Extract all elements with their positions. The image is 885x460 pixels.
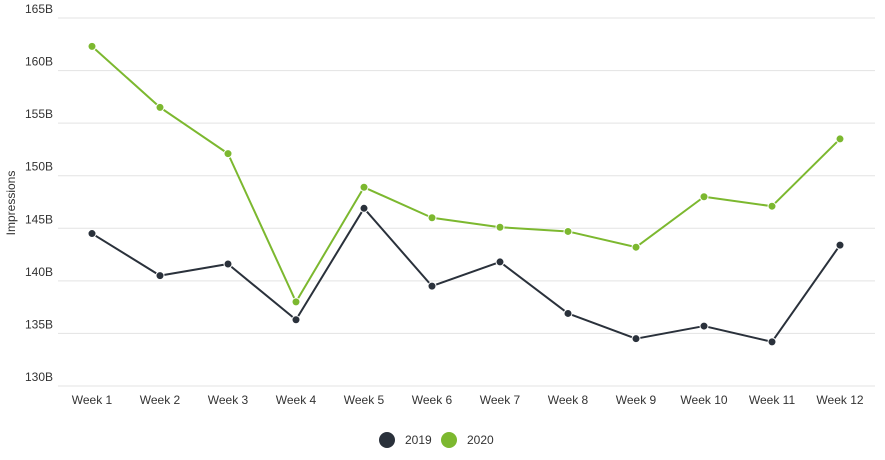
legend-label: 2020: [467, 433, 494, 447]
data-point[interactable]: [631, 334, 641, 344]
grid-lines: [58, 17, 875, 387]
y-tick-label: 165B: [25, 2, 53, 16]
y-tick-label: 150B: [25, 160, 53, 174]
y-tick-label: 130B: [25, 370, 53, 384]
data-point[interactable]: [767, 201, 777, 211]
data-point[interactable]: [223, 149, 233, 159]
x-tick-label: Week 10: [680, 393, 727, 407]
data-point[interactable]: [87, 229, 97, 239]
data-point[interactable]: [427, 213, 437, 223]
data-point[interactable]: [631, 242, 641, 252]
data-point[interactable]: [495, 257, 505, 267]
data-point[interactable]: [495, 222, 505, 232]
series-2019: [87, 203, 845, 347]
x-tick-label: Week 12: [816, 393, 863, 407]
y-tick-label: 160B: [25, 55, 53, 69]
data-point[interactable]: [563, 226, 573, 236]
x-tick-label: Week 5: [344, 393, 385, 407]
data-point[interactable]: [223, 259, 233, 269]
y-tick-label: 155B: [25, 107, 53, 121]
x-tick-label: Week 7: [480, 393, 521, 407]
data-point[interactable]: [427, 281, 437, 291]
series-line: [91, 207, 841, 343]
legend-label: 2019: [405, 433, 432, 447]
data-point[interactable]: [767, 337, 777, 347]
data-point[interactable]: [699, 192, 709, 202]
x-tick-label: Week 2: [140, 393, 181, 407]
data-point[interactable]: [563, 308, 573, 318]
series-lines: [87, 41, 845, 347]
y-tick-label: 145B: [25, 212, 53, 226]
data-point[interactable]: [699, 321, 709, 331]
legend-marker: [379, 432, 395, 448]
x-tick-label: Week 9: [616, 393, 657, 407]
y-axis-ticks: 130B 135B 140B 145B 150B 155B 160B 165B: [25, 2, 53, 384]
data-point[interactable]: [835, 240, 845, 250]
series-2020: [87, 41, 845, 307]
data-point[interactable]: [291, 297, 301, 307]
x-axis-ticks: Week 1 Week 2 Week 3 Week 4 Week 5 Week 6 Week…: [72, 393, 864, 407]
x-tick-label: Week 4: [276, 393, 317, 407]
legend-marker: [441, 432, 457, 448]
series-line: [91, 45, 841, 303]
data-point[interactable]: [359, 203, 369, 213]
y-tick-label: 140B: [25, 265, 53, 279]
data-point[interactable]: [291, 315, 301, 325]
x-tick-label: Week 6: [412, 393, 453, 407]
data-point[interactable]: [155, 271, 165, 281]
data-point[interactable]: [359, 182, 369, 192]
legend[interactable]: 2019 2020: [379, 432, 494, 448]
x-tick-label: Week 8: [548, 393, 589, 407]
x-tick-label: Week 11: [749, 393, 796, 407]
y-tick-label: 135B: [25, 317, 53, 331]
data-point[interactable]: [835, 134, 845, 144]
x-tick-label: Week 3: [208, 393, 249, 407]
x-tick-label: Week 1: [72, 393, 113, 407]
legend-item-2019[interactable]: 2019: [379, 432, 432, 448]
data-point[interactable]: [155, 102, 165, 112]
data-point[interactable]: [87, 41, 97, 51]
legend-item-2020[interactable]: 2020: [441, 432, 494, 448]
y-axis-title: Impressions: [4, 171, 18, 236]
